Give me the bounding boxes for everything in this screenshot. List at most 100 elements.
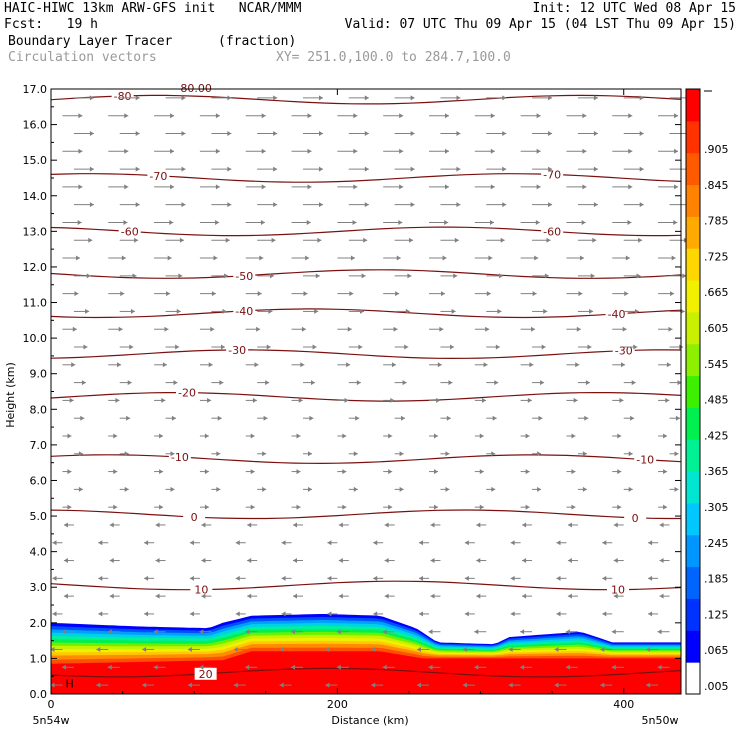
- circulation-vector: [623, 486, 633, 492]
- circulation-vector: [119, 237, 139, 243]
- circulation-vector: [62, 291, 79, 297]
- circulation-vector: [108, 397, 120, 403]
- contour-label-bg: [634, 453, 657, 466]
- tracer-fill-layer: [51, 614, 681, 694]
- circulation-vector: [659, 593, 670, 599]
- contour-layer: -80 -70 -70 -60 -60 -50 -40 -40 -30 -30 -20 -10 -10 0…: [50, 82, 682, 690]
- circulation-vector: [520, 291, 537, 297]
- circulation-vector: [612, 219, 632, 225]
- y-tick-label: 1.0: [30, 652, 48, 665]
- y-tick-label: 15.0: [23, 154, 48, 167]
- circulation-vector: [429, 433, 438, 439]
- circulation-vector: [62, 326, 77, 332]
- circulation-vector: [211, 451, 221, 457]
- circulation-vector: [623, 308, 639, 314]
- circulation-vector: [291, 362, 305, 368]
- contour-label-bg: [233, 304, 256, 317]
- colorbar-label: .185: [704, 573, 729, 586]
- circulation-vector: [73, 380, 86, 386]
- circulation-vector: [520, 469, 530, 475]
- circulation-vector: [154, 326, 169, 332]
- circulation-vector: [165, 415, 176, 421]
- circulation-vector: [510, 540, 521, 546]
- contour-label: 20: [199, 668, 213, 681]
- circulation-vector: [199, 148, 220, 154]
- circulation-vector: [532, 166, 553, 172]
- circulation-vector: [522, 593, 533, 599]
- colorbar-swatch: [686, 120, 700, 154]
- circulation-vector: [245, 184, 266, 190]
- circulation-vector: [623, 415, 635, 421]
- circulation-vector: [247, 522, 258, 528]
- circulation-vector: [187, 682, 200, 688]
- circulation-vector: [510, 611, 521, 617]
- circulation-vector: [430, 558, 441, 564]
- circulation-vector: [108, 219, 128, 225]
- circulation-vector: [211, 130, 232, 136]
- circulation-vector: [337, 255, 355, 261]
- circulation-vector: [257, 95, 278, 101]
- colorbar-swatch: [686, 152, 700, 186]
- circulation-vector: [669, 415, 680, 421]
- circulation-vector: [440, 415, 451, 421]
- circulation-vector: [211, 95, 232, 101]
- circulation-vector: [257, 130, 278, 136]
- circulation-vector: [201, 522, 212, 528]
- circulation-vector: [73, 451, 83, 457]
- circulation-vector: [348, 202, 369, 208]
- circulation-vector: [648, 540, 659, 546]
- circulation-vector: [383, 291, 400, 297]
- circulation-vector: [440, 130, 461, 136]
- circulation-vector: [62, 362, 76, 368]
- colorbar-label: .485: [704, 394, 729, 407]
- circulation-vector: [348, 273, 366, 279]
- circulation-vector: [612, 184, 633, 190]
- circulation-vector: [73, 344, 88, 350]
- circulation-vector: [486, 95, 507, 101]
- circulation-vector: [119, 130, 140, 136]
- circulation-vector: [144, 611, 155, 617]
- y-tick-label: 16.0: [23, 119, 48, 132]
- circulation-vector: [417, 647, 429, 653]
- circulation-vector: [600, 682, 613, 688]
- circulation-vector: [486, 344, 500, 350]
- circulation-vector: [348, 451, 358, 457]
- circulation-vector: [428, 629, 441, 635]
- circulation-vector: [247, 593, 258, 599]
- circulation-vector: [520, 362, 534, 368]
- circulation-vector: [52, 575, 63, 581]
- circulation-vector: [245, 113, 266, 119]
- circulation-vector: [522, 522, 533, 528]
- circulation-vector: [440, 344, 455, 350]
- circulation-vector: [612, 433, 622, 439]
- circulation-vector: [464, 540, 475, 546]
- circulation-vector: [577, 166, 598, 172]
- colorbar-label: .665: [704, 286, 729, 299]
- circulation-vector: [62, 184, 83, 190]
- vector-layer: [50, 95, 690, 688]
- circulation-vector: [279, 682, 292, 688]
- circulation-vector: [486, 451, 496, 457]
- circulation-vector: [532, 273, 549, 279]
- circulation-vector: [382, 629, 395, 635]
- circulation-vector: [394, 344, 409, 350]
- circulation-vector: [669, 308, 685, 314]
- circulation-vector: [384, 593, 395, 599]
- circulation-vector: [554, 682, 567, 688]
- contour-label-bg: [541, 225, 564, 238]
- circulation-vector: [658, 113, 679, 119]
- extrema-mark: H: [65, 677, 73, 690]
- contour-label-bg: [118, 225, 141, 238]
- xy-range: XY= 251.0,100.0 to 284.7,100.0: [276, 50, 511, 65]
- circulation-vector: [566, 362, 580, 368]
- circulation-vector: [154, 184, 175, 190]
- circulation-vector: [303, 380, 315, 386]
- circulation-vector: [279, 647, 292, 653]
- contour-line: [50, 269, 682, 279]
- circulation-vector: [96, 647, 109, 653]
- circulation-vector: [109, 522, 120, 528]
- circulation-vector: [52, 611, 63, 617]
- circulation-vector: [440, 202, 461, 208]
- circulation-vector: [371, 647, 384, 653]
- circulation-vector: [199, 184, 220, 190]
